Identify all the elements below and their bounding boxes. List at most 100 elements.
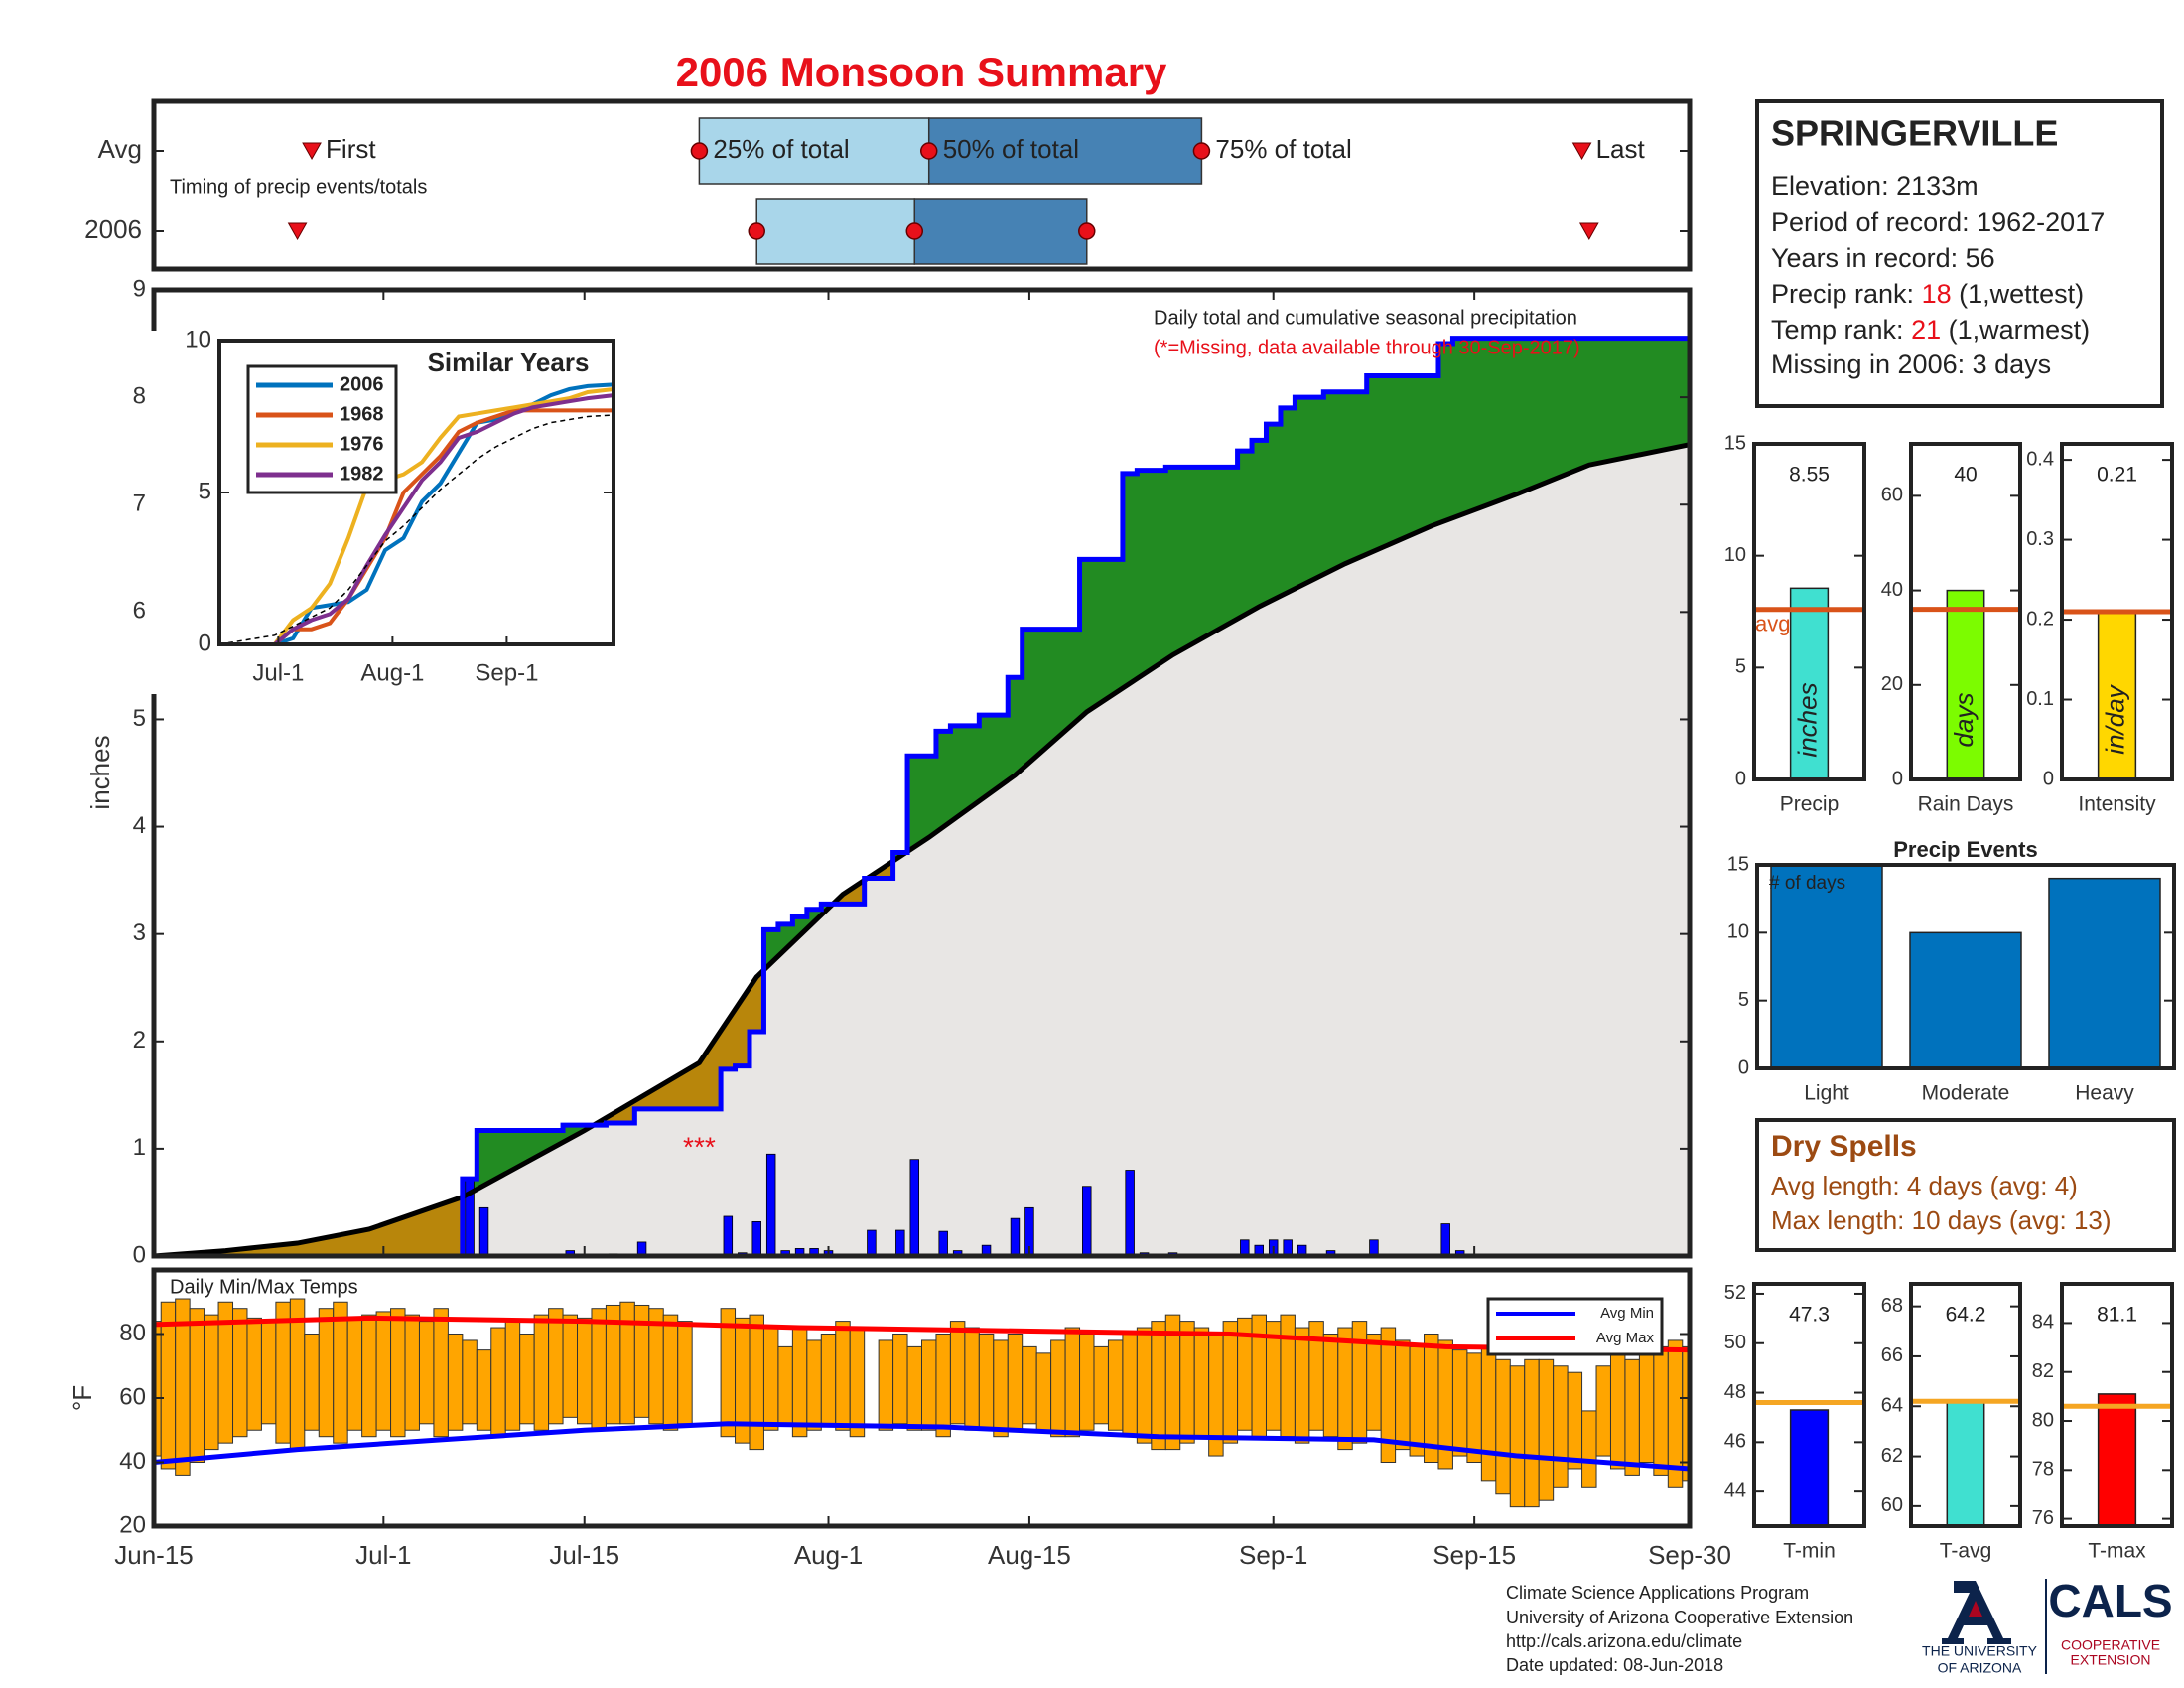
temp-bar xyxy=(849,1327,866,1438)
daily-bar xyxy=(478,1206,489,1256)
temp-bar xyxy=(762,1327,779,1431)
temp-bar xyxy=(1151,1321,1166,1451)
daily-bar xyxy=(867,1229,877,1256)
station-text: 21 xyxy=(1911,315,1941,345)
value-label: 64.2 xyxy=(1946,1304,1986,1327)
y-tick-label: 8 xyxy=(133,382,146,409)
station-text: (1,wettest) xyxy=(1952,279,2085,309)
temp-bar xyxy=(433,1308,449,1438)
x-axis-label: T-max xyxy=(2088,1540,2146,1563)
temp-bar xyxy=(1395,1339,1411,1451)
station-text: Period of record: 1962-2017 xyxy=(1771,208,2105,237)
temp-bar xyxy=(447,1334,464,1431)
temp-bar xyxy=(333,1301,348,1444)
daily-bar xyxy=(1125,1170,1135,1256)
temp-bar xyxy=(1567,1371,1583,1470)
y-tick-label: 0.4 xyxy=(2026,448,2054,470)
y-tick-label: 5 xyxy=(1735,656,1746,678)
temp-bar xyxy=(1609,1352,1626,1470)
plot-area xyxy=(1754,1400,1864,1526)
quantile-marker xyxy=(748,222,765,240)
temp-bar xyxy=(1638,1352,1655,1463)
y-tick-label: 64 xyxy=(1881,1395,1903,1417)
timing-label: 50% of total xyxy=(943,134,1079,164)
daily-bar xyxy=(723,1215,734,1256)
temp-bar xyxy=(906,1345,922,1431)
axes-frame xyxy=(1752,1282,1866,1528)
y-tick-label: 84 xyxy=(2032,1312,2054,1334)
y-tick-label: 10 xyxy=(1727,921,1749,943)
timing-label: 25% of total xyxy=(713,134,849,164)
y-tick-label: 15 xyxy=(1724,432,1746,454)
temp-bar xyxy=(346,1317,363,1431)
axes-frame xyxy=(2060,442,2174,781)
temp-bar xyxy=(304,1334,320,1431)
station-name: SPRINGERVILLE xyxy=(1771,113,2058,154)
bar-note: # of days xyxy=(1769,873,1845,894)
station-text: Precip rank: xyxy=(1771,279,1922,309)
temp-bar xyxy=(1495,1358,1511,1495)
temp-bar xyxy=(878,1339,894,1431)
legend-label: Avg Min xyxy=(1600,1305,1654,1322)
y-tick-label: 10 xyxy=(1724,544,1746,566)
legend-label: 1976 xyxy=(340,433,384,455)
temp-bar xyxy=(361,1314,377,1438)
y-tick-label: 20 xyxy=(1881,673,1903,695)
temp-bar xyxy=(1179,1321,1195,1444)
y-tick-label: 4 xyxy=(133,812,146,839)
y-tick-label: 62 xyxy=(1881,1445,1903,1467)
y-tick-label: 0 xyxy=(2043,768,2054,789)
station-text: Temp rank: xyxy=(1771,315,1911,345)
ua-text: THE UNIVERSITY xyxy=(1922,1643,2038,1659)
temp-bar xyxy=(390,1308,406,1438)
y-tick-label: 5 xyxy=(199,478,211,504)
row-label: Avg xyxy=(98,134,142,164)
bar xyxy=(1909,931,2022,1068)
y-tick-label: 0.1 xyxy=(2026,688,2054,710)
bar xyxy=(1770,865,1883,1068)
axes-frame xyxy=(151,287,1693,1259)
dry-spells-line: Max length: 10 days (avg: 13) xyxy=(1771,1205,2112,1235)
y-tick-label: 40 xyxy=(1881,579,1903,601)
unit-label: inches xyxy=(1792,682,1822,757)
y-tick-label: 2 xyxy=(133,1027,146,1054)
footer-line: Climate Science Applications Program xyxy=(1506,1583,1809,1603)
temp-bar xyxy=(1337,1327,1353,1451)
axes-frame xyxy=(1909,442,2022,781)
dry-spells-box xyxy=(1755,1118,2176,1252)
temp-bar xyxy=(375,1311,392,1431)
value-label: 0.21 xyxy=(2097,464,2137,487)
temp-bar xyxy=(1280,1314,1296,1438)
temp-bar xyxy=(1653,1345,1669,1476)
y-tick-label: 20 xyxy=(119,1511,146,1538)
ua-logo xyxy=(1942,1581,2011,1644)
daily-bar xyxy=(751,1221,761,1256)
value-label: 40 xyxy=(1954,464,1977,487)
temp-bar xyxy=(232,1308,248,1438)
daily-bar xyxy=(1010,1217,1021,1256)
footer-line: http://cals.arizona.edu/climate xyxy=(1506,1631,1742,1651)
quartile-box xyxy=(755,198,916,265)
temp-bar xyxy=(1064,1327,1081,1438)
station-line: Elevation: 2133m xyxy=(1771,171,1979,201)
inset-title: Similar Years xyxy=(428,348,590,377)
value-label: 47.3 xyxy=(1789,1304,1830,1327)
y-tick-label: 0 xyxy=(1738,1056,1749,1078)
temp-bar xyxy=(204,1314,219,1451)
temp-bar xyxy=(548,1308,564,1425)
average-line xyxy=(218,414,614,645)
temp-bar xyxy=(1409,1345,1426,1457)
ua-text: OF ARIZONA xyxy=(1938,1660,2022,1676)
x-tick-label: Sep-1 xyxy=(475,659,538,686)
legend-label: Avg Max xyxy=(1596,1330,1655,1346)
y-tick-label: 0 xyxy=(1892,768,1903,789)
y-tick-label: 44 xyxy=(1724,1479,1746,1501)
event-marker xyxy=(302,142,322,161)
axes-frame xyxy=(1752,442,1866,781)
series-line xyxy=(219,386,614,646)
x-axis-label: T-min xyxy=(1783,1540,1836,1563)
temp-bar xyxy=(806,1339,822,1431)
chart-title: Precip Events xyxy=(1893,837,2038,862)
base-area xyxy=(154,444,1690,1256)
